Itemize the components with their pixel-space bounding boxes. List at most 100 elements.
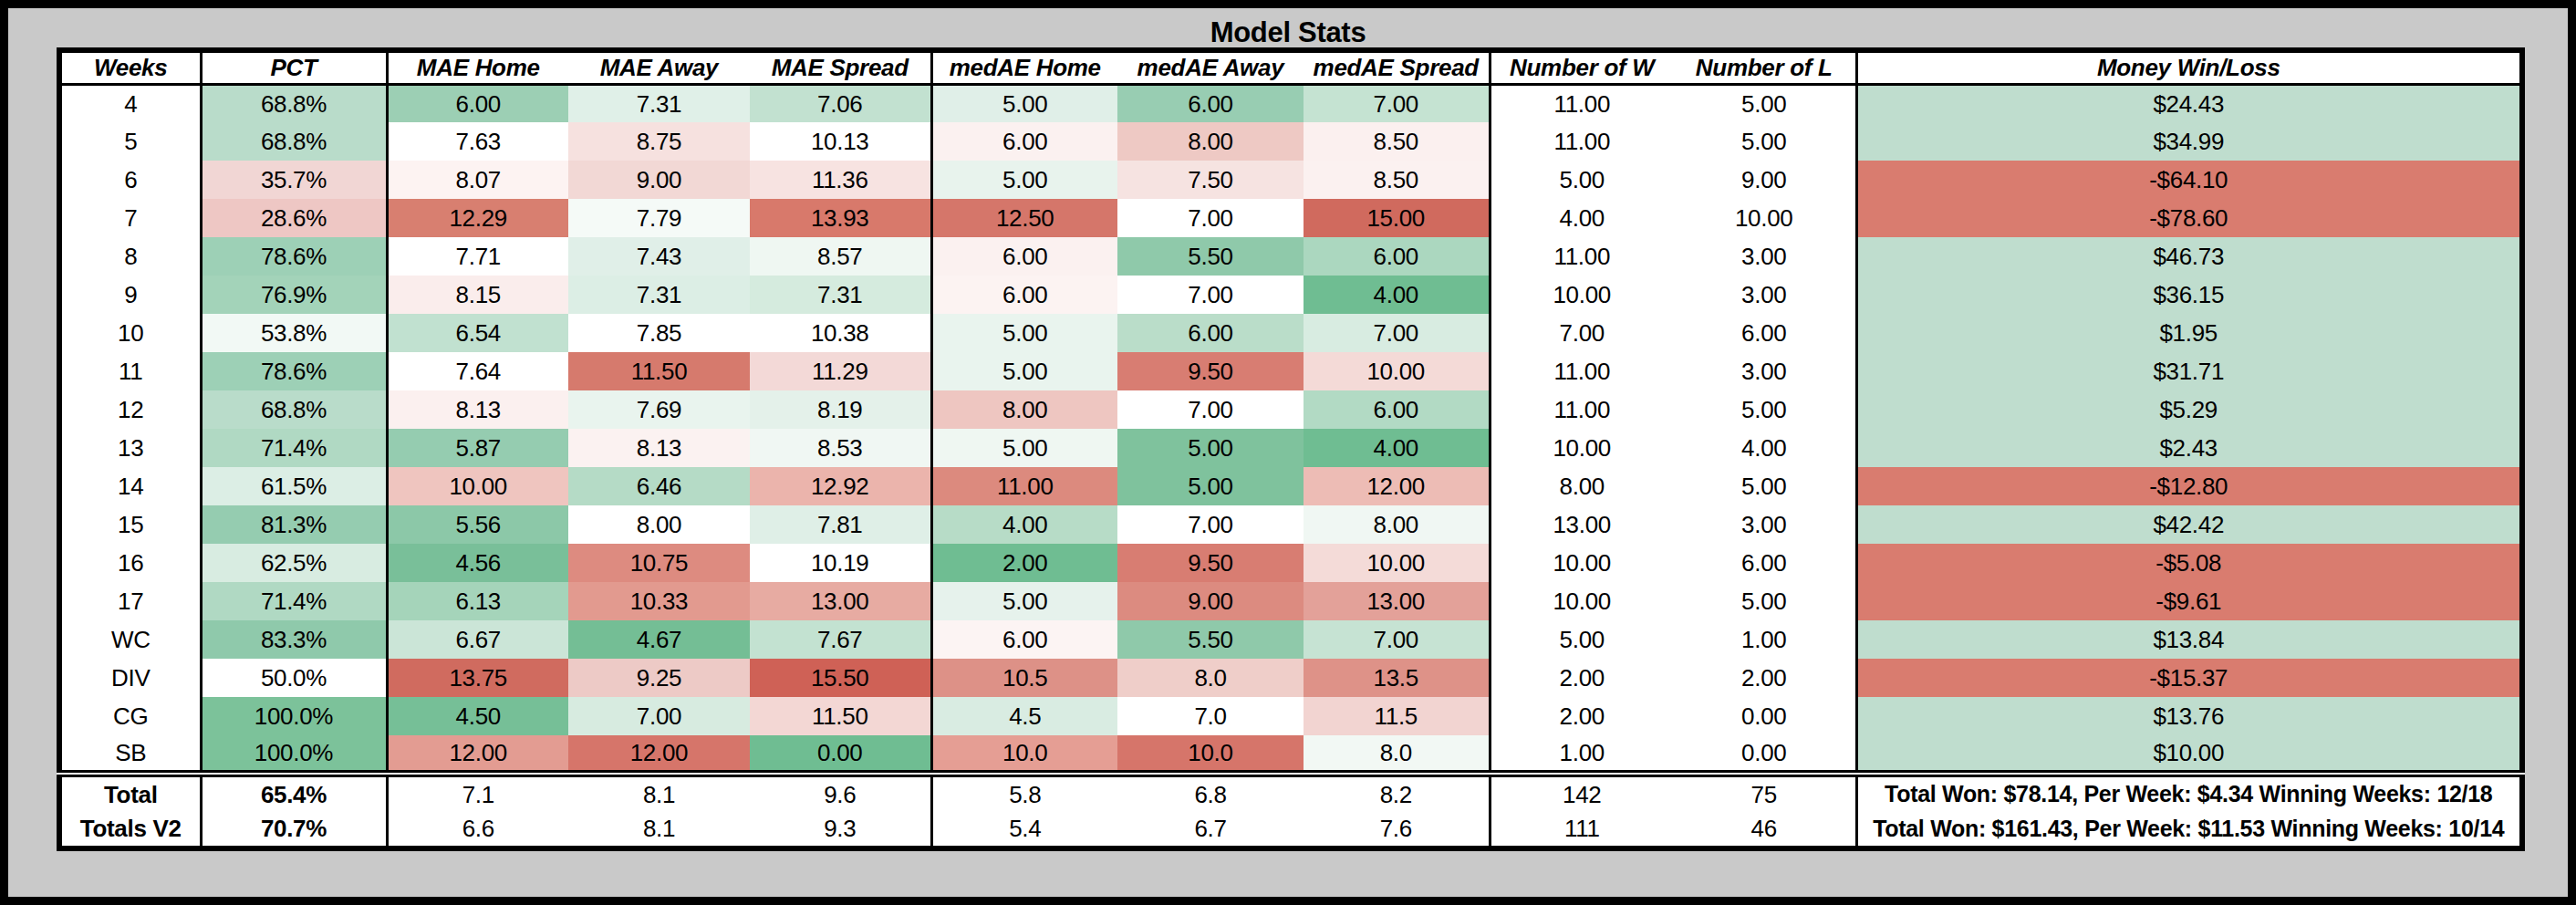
table-row: 468.8%6.007.317.065.006.007.0011.005.00$… bbox=[59, 84, 2522, 122]
data-cell: 76.9% bbox=[201, 276, 387, 314]
data-cell: 12.00 bbox=[1304, 467, 1490, 505]
data-cell: 7.81 bbox=[750, 505, 931, 544]
totals-cell: 70.7% bbox=[201, 811, 387, 848]
data-cell: 7.00 bbox=[1117, 199, 1304, 237]
data-cell: 10.13 bbox=[750, 122, 931, 161]
totals-money-cell: Total Won: $78.14, Per Week: $4.34 Winni… bbox=[1856, 774, 2522, 811]
data-cell: 7.31 bbox=[750, 276, 931, 314]
data-cell: 78.6% bbox=[201, 237, 387, 276]
data-cell: 7.69 bbox=[568, 390, 750, 429]
data-cell: 10.0 bbox=[931, 735, 1117, 774]
column-header-mae-home: MAE Home bbox=[387, 50, 568, 84]
totals-cell: 8.1 bbox=[568, 774, 750, 811]
column-header-number-of-l: Number of L bbox=[1673, 50, 1856, 84]
data-cell: $36.15 bbox=[1856, 276, 2522, 314]
data-cell: 6.00 bbox=[387, 84, 568, 122]
data-cell: 35.7% bbox=[201, 161, 387, 199]
data-cell: 50.0% bbox=[201, 659, 387, 697]
data-cell: $5.29 bbox=[1856, 390, 2522, 429]
data-cell: 7.43 bbox=[568, 237, 750, 276]
data-cell: 3.00 bbox=[1673, 276, 1856, 314]
totals-row: Totals V270.7%6.68.19.35.46.77.611146Tot… bbox=[59, 811, 2522, 848]
data-cell: 100.0% bbox=[201, 735, 387, 774]
data-cell: -$9.61 bbox=[1856, 582, 2522, 620]
data-cell: 9.50 bbox=[1117, 544, 1304, 582]
week-label-cell: 6 bbox=[59, 161, 201, 199]
data-cell: 8.13 bbox=[568, 429, 750, 467]
data-cell: 100.0% bbox=[201, 697, 387, 735]
data-cell: 8.07 bbox=[387, 161, 568, 199]
data-cell: 8.0 bbox=[1117, 659, 1304, 697]
data-cell: 6.00 bbox=[1673, 314, 1856, 352]
column-header-pct: PCT bbox=[201, 50, 387, 84]
data-cell: 2.00 bbox=[1490, 697, 1673, 735]
data-cell: 5.00 bbox=[931, 352, 1117, 390]
data-cell: 10.5 bbox=[931, 659, 1117, 697]
totals-cell: 7.6 bbox=[1304, 811, 1490, 848]
week-label-cell: SB bbox=[59, 735, 201, 774]
column-header-medae-home: medAE Home bbox=[931, 50, 1117, 84]
totals-cell: 6.8 bbox=[1117, 774, 1304, 811]
data-cell: 9.50 bbox=[1117, 352, 1304, 390]
data-cell: 6.00 bbox=[1673, 544, 1856, 582]
data-cell: 8.50 bbox=[1304, 122, 1490, 161]
data-cell: 7.31 bbox=[568, 84, 750, 122]
week-label-cell: CG bbox=[59, 697, 201, 735]
data-cell: 5.00 bbox=[931, 582, 1117, 620]
column-header-medae-away: medAE Away bbox=[1117, 50, 1304, 84]
data-cell: 8.57 bbox=[750, 237, 931, 276]
week-label-cell: 12 bbox=[59, 390, 201, 429]
data-cell: $1.95 bbox=[1856, 314, 2522, 352]
data-cell: 9.00 bbox=[1117, 582, 1304, 620]
data-cell: 4.00 bbox=[1304, 429, 1490, 467]
data-cell: 7.00 bbox=[1304, 84, 1490, 122]
data-cell: 6.00 bbox=[1304, 237, 1490, 276]
data-cell: 7.00 bbox=[1304, 314, 1490, 352]
data-cell: -$12.80 bbox=[1856, 467, 2522, 505]
data-cell: 12.00 bbox=[568, 735, 750, 774]
data-cell: 81.3% bbox=[201, 505, 387, 544]
data-cell: 11.5 bbox=[1304, 697, 1490, 735]
column-header-mae-away: MAE Away bbox=[568, 50, 750, 84]
data-cell: 10.0 bbox=[1117, 735, 1304, 774]
data-cell: 10.00 bbox=[1490, 276, 1673, 314]
data-cell: 5.00 bbox=[1117, 429, 1304, 467]
data-cell: 12.29 bbox=[387, 199, 568, 237]
week-label-cell: 5 bbox=[59, 122, 201, 161]
data-cell: 8.00 bbox=[1304, 505, 1490, 544]
data-cell: 6.00 bbox=[931, 237, 1117, 276]
week-label-cell: DIV bbox=[59, 659, 201, 697]
data-cell: 11.36 bbox=[750, 161, 931, 199]
data-cell: 6.00 bbox=[931, 620, 1117, 659]
data-cell: 5.00 bbox=[1673, 467, 1856, 505]
data-cell: 8.13 bbox=[387, 390, 568, 429]
data-cell: 8.50 bbox=[1304, 161, 1490, 199]
data-cell: 5.00 bbox=[931, 161, 1117, 199]
week-label-cell: 11 bbox=[59, 352, 201, 390]
data-rows: 468.8%6.007.317.065.006.007.0011.005.00$… bbox=[59, 84, 2522, 774]
week-label-cell: 4 bbox=[59, 84, 201, 122]
data-cell: -$78.60 bbox=[1856, 199, 2522, 237]
table-row: 976.9%8.157.317.316.007.004.0010.003.00$… bbox=[59, 276, 2522, 314]
data-cell: 13.00 bbox=[1304, 582, 1490, 620]
data-cell: 9.00 bbox=[568, 161, 750, 199]
data-cell: 4.50 bbox=[387, 697, 568, 735]
data-cell: 5.56 bbox=[387, 505, 568, 544]
data-cell: 7.67 bbox=[750, 620, 931, 659]
data-cell: 6.46 bbox=[568, 467, 750, 505]
data-cell: 2.00 bbox=[1673, 659, 1856, 697]
data-cell: 7.50 bbox=[1117, 161, 1304, 199]
data-cell: 5.50 bbox=[1117, 237, 1304, 276]
totals-cell: 7.1 bbox=[387, 774, 568, 811]
data-cell: 71.4% bbox=[201, 582, 387, 620]
data-cell: 10.00 bbox=[1673, 199, 1856, 237]
data-cell: 11.50 bbox=[750, 697, 931, 735]
data-cell: 7.06 bbox=[750, 84, 931, 122]
totals-cell: 6.6 bbox=[387, 811, 568, 848]
data-cell: 10.00 bbox=[1490, 582, 1673, 620]
data-cell: 5.50 bbox=[1117, 620, 1304, 659]
data-cell: -$5.08 bbox=[1856, 544, 2522, 582]
data-cell: 7.00 bbox=[568, 697, 750, 735]
data-cell: 6.00 bbox=[931, 122, 1117, 161]
data-cell: 8.00 bbox=[1490, 467, 1673, 505]
